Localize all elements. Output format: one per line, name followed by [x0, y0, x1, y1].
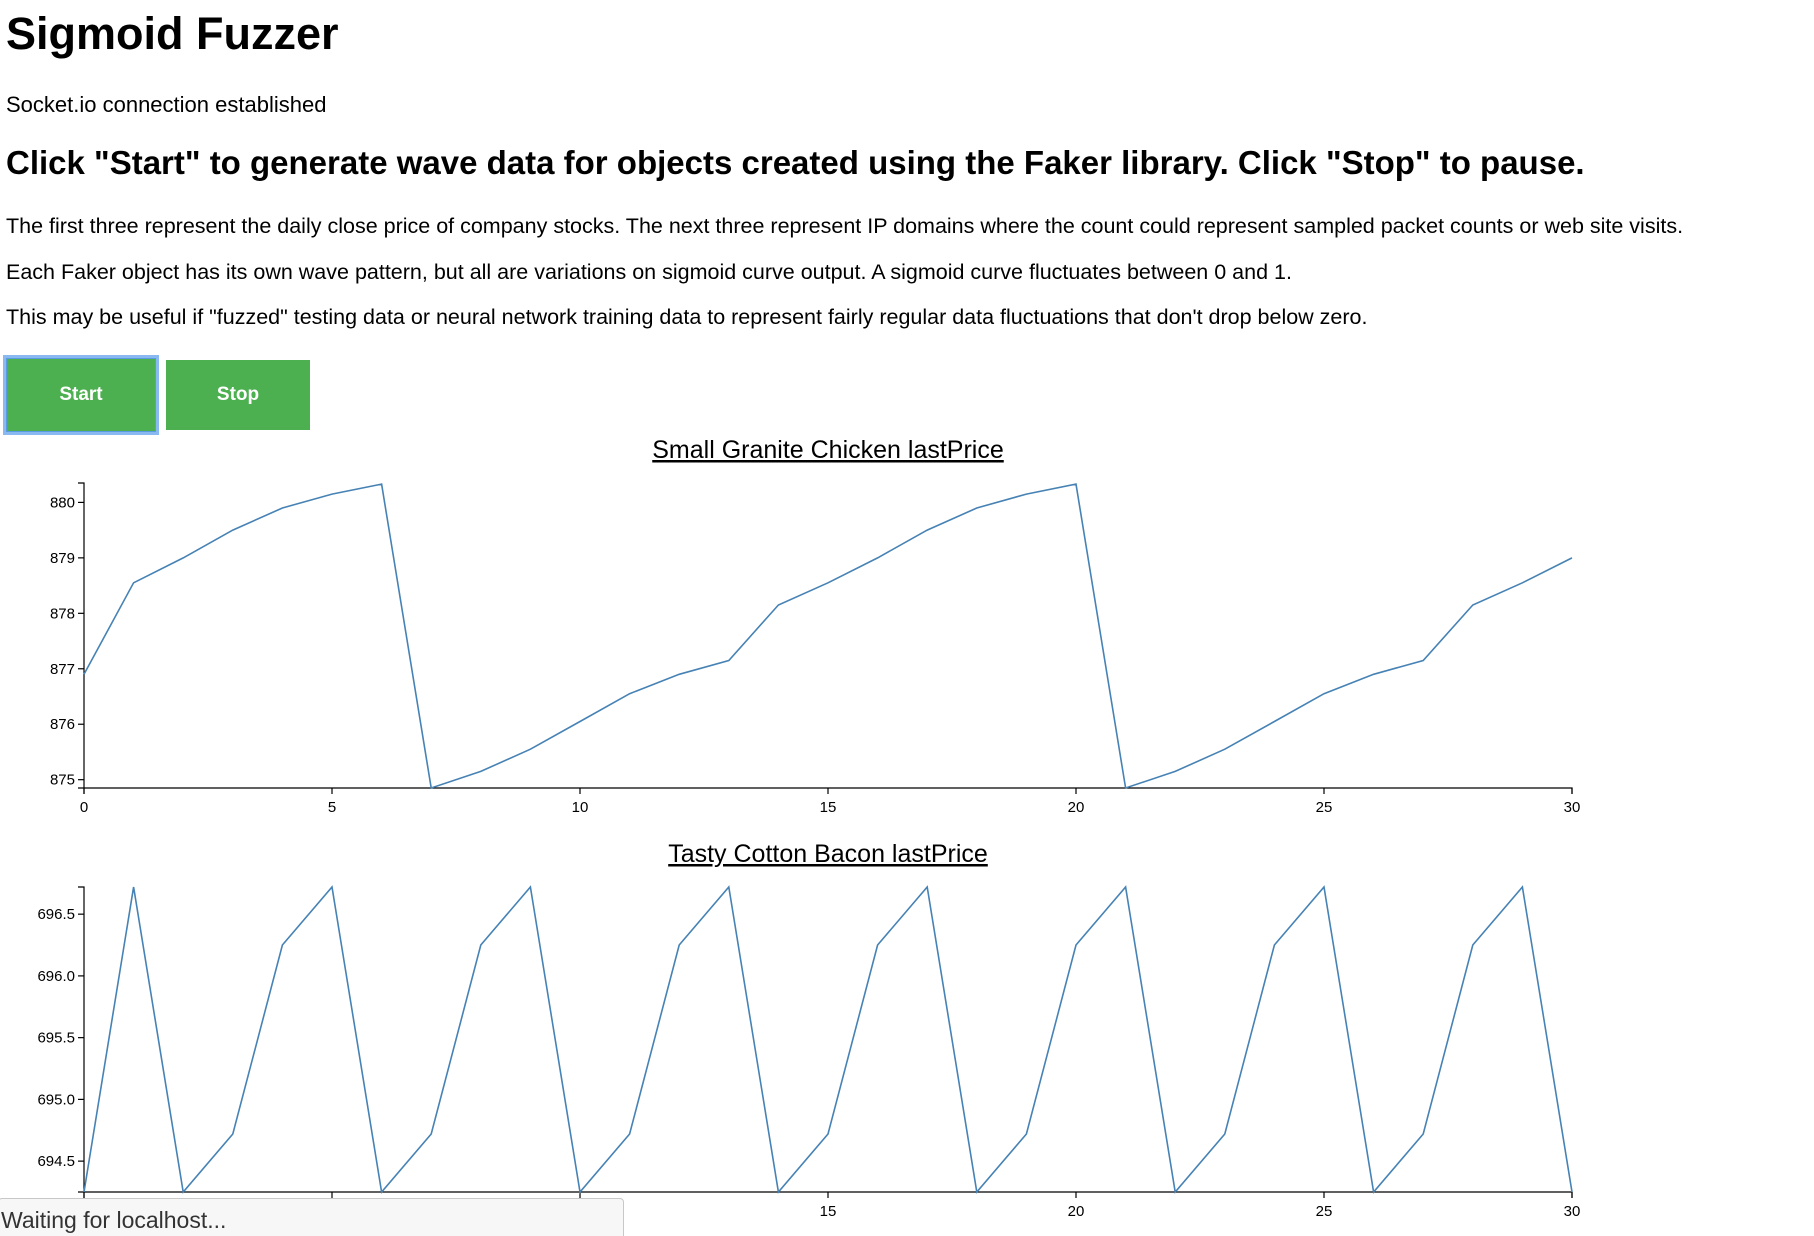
x-tick-label: 5: [328, 799, 336, 816]
series-line: [83, 483, 1573, 790]
x-tick-label: 15: [820, 799, 837, 816]
x-tick-label: 15: [820, 1203, 837, 1220]
y-tick-label: 878: [50, 605, 75, 622]
x-tick-label: 10: [572, 799, 589, 816]
y-tick-label: 696.5: [37, 906, 75, 923]
x-tick-label: 20: [1068, 1203, 1085, 1220]
description-paragraph-3: This may be useful if "fuzzed" testing d…: [6, 305, 1368, 329]
y-tick-label: 876: [50, 716, 75, 733]
x-tick-label: 20: [1068, 799, 1085, 816]
x-axis: 15 20 25 30: [83, 1191, 1581, 1220]
y-axis: 875 876 877 878 879 880: [50, 482, 85, 789]
y-tick-label: 879: [50, 550, 75, 567]
chart-title: Small Granite Chicken lastPrice: [652, 436, 1004, 464]
y-tick-label: 880: [50, 494, 75, 511]
y-tick-label: 877: [50, 661, 75, 678]
y-tick-label: 695.0: [37, 1091, 75, 1108]
description-paragraph-1: The first three represent the daily clos…: [6, 214, 1684, 238]
y-tick-label: 875: [50, 772, 75, 789]
connection-status: Socket.io connection established: [6, 92, 327, 117]
y-tick-label: 696.0: [37, 968, 75, 985]
browser-status-bar: Waiting for localhost...: [0, 1198, 624, 1236]
page-title: Sigmoid Fuzzer: [6, 8, 339, 59]
chart-title: Tasty Cotton Bacon lastPrice: [668, 840, 988, 868]
chart-small-granite-chicken: Small Granite Chicken lastPrice 875 876 877…: [50, 436, 1581, 816]
x-tick-label: 30: [1564, 1203, 1581, 1220]
series-line: [83, 885, 1573, 1194]
description-paragraph-2: Each Faker object has its own wave patte…: [6, 260, 1292, 284]
y-tick-label: 694.5: [37, 1153, 75, 1170]
x-tick-label: 25: [1316, 1203, 1333, 1220]
stop-button[interactable]: Stop: [166, 360, 310, 430]
y-tick-label: 695.5: [37, 1030, 75, 1047]
x-tick-label: 25: [1316, 799, 1333, 816]
start-button[interactable]: Start: [6, 358, 156, 432]
x-axis: 0 5 10 15 20 25 30: [80, 787, 1581, 816]
x-tick-label: 30: [1564, 799, 1581, 816]
y-axis: 694.5 695.0 695.5 696.0 696.5: [37, 886, 85, 1193]
instructions-heading: Click "Start" to generate wave data for …: [6, 144, 1585, 181]
x-tick-label: 0: [80, 799, 88, 816]
chart-tasty-cotton-bacon: Tasty Cotton Bacon lastPrice694.5695.069…: [37, 840, 1581, 1220]
